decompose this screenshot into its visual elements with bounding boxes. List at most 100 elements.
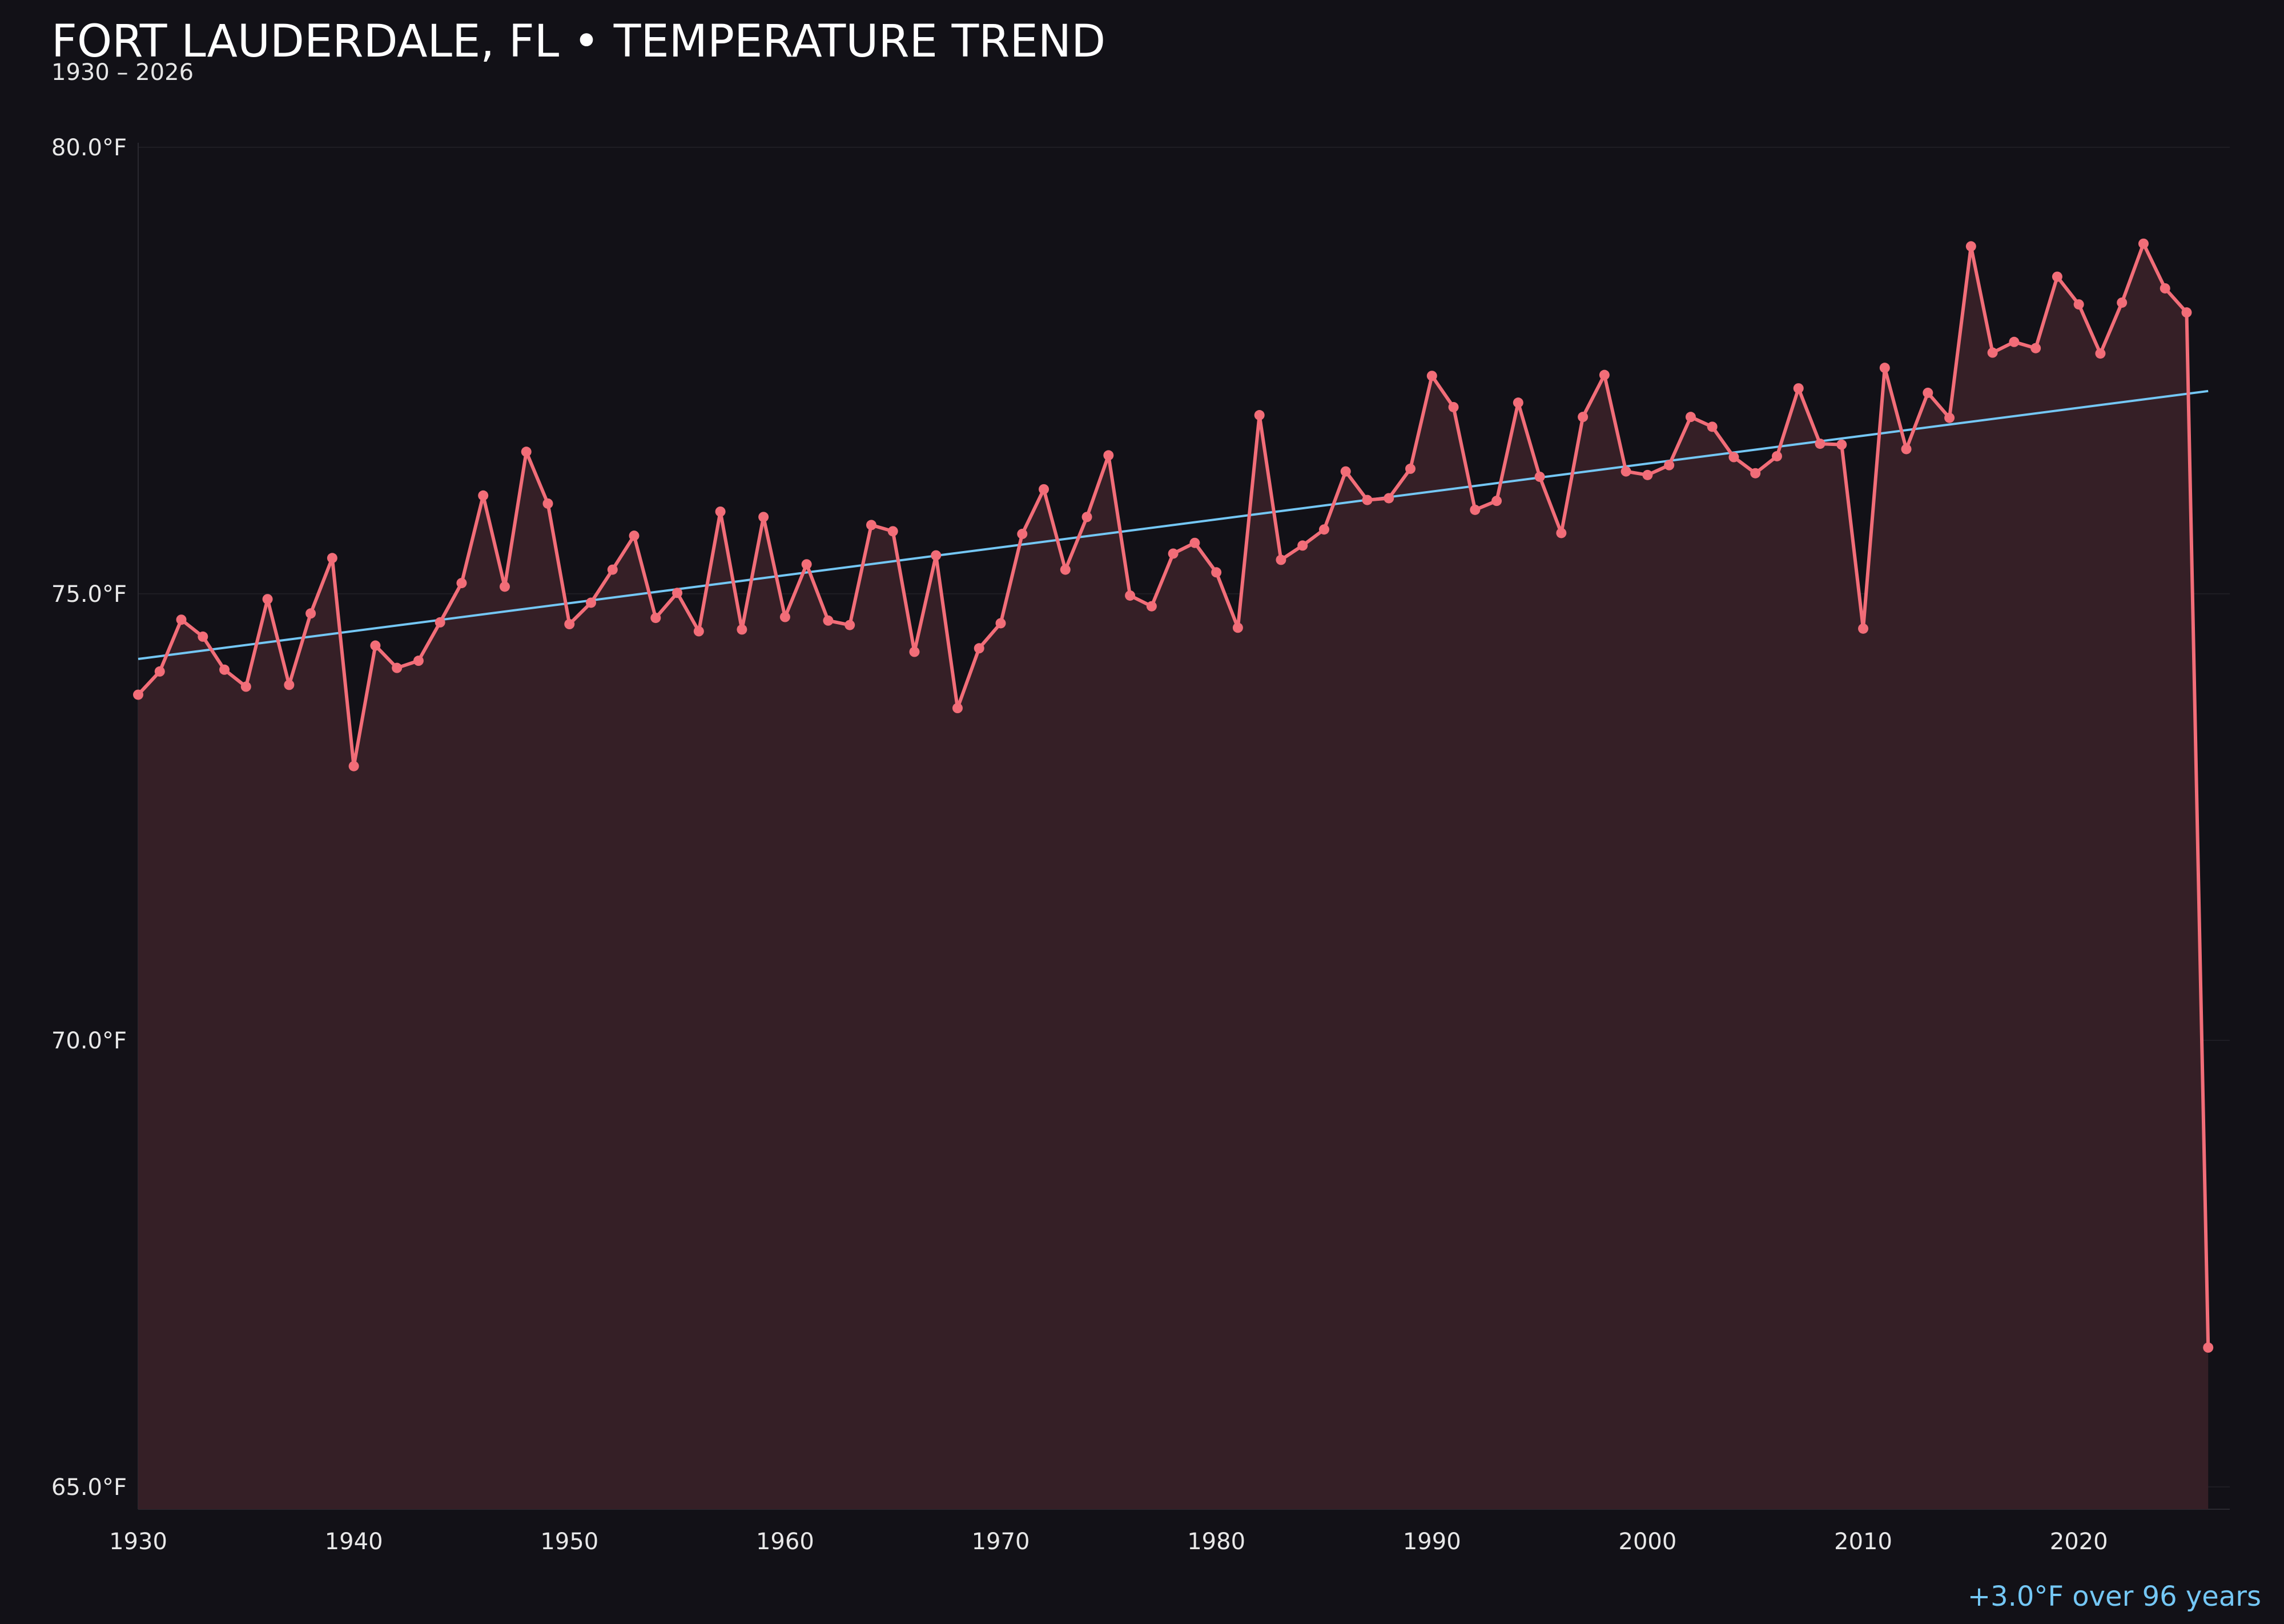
data-point (262, 594, 273, 605)
x-tick-label: 1930 (109, 1529, 167, 1555)
data-point (974, 643, 984, 654)
data-point (931, 550, 942, 561)
data-point (995, 618, 1006, 629)
data-point (240, 681, 251, 692)
x-tick-label: 2000 (1619, 1529, 1677, 1555)
data-point (845, 620, 855, 630)
data-point (1405, 463, 1416, 474)
data-point (672, 588, 683, 598)
data-point (2117, 297, 2128, 308)
data-point (1211, 567, 1222, 578)
data-point (1685, 412, 1696, 423)
x-tick-label: 2010 (1834, 1529, 1892, 1555)
data-point (564, 619, 575, 630)
data-point (1426, 371, 1437, 381)
data-point (1534, 471, 1545, 482)
data-point (1491, 496, 1502, 507)
data-point (1707, 421, 1718, 432)
data-point (1771, 451, 1782, 461)
data-point (521, 447, 532, 457)
data-point (1728, 452, 1739, 463)
data-point (715, 506, 726, 517)
data-point (866, 520, 876, 530)
plot-area (133, 238, 2214, 1510)
x-tick-label: 1990 (1403, 1529, 1461, 1555)
trend-annotation: +3.0°F over 96 years (1967, 1581, 2261, 1613)
data-point (2095, 348, 2106, 359)
data-point (1664, 460, 1675, 471)
x-tick-label: 1940 (325, 1529, 383, 1555)
data-point (1965, 241, 1976, 252)
data-point (1556, 528, 1567, 538)
data-point (823, 615, 834, 626)
data-point (1039, 484, 1049, 495)
data-point (586, 597, 597, 608)
data-point (1318, 524, 1329, 535)
data-point (801, 559, 812, 570)
data-point (1340, 466, 1351, 477)
data-point (1017, 529, 1028, 540)
data-point (2138, 238, 2149, 249)
data-point (370, 640, 381, 651)
data-point (2181, 307, 2192, 318)
data-point (413, 656, 424, 666)
data-point (1513, 397, 1523, 408)
x-tick-label: 1960 (756, 1529, 814, 1555)
data-point (1793, 383, 1804, 394)
data-point (693, 626, 704, 637)
data-point (456, 578, 467, 589)
y-tick-label: 65.0°F (51, 1474, 127, 1501)
data-point (1750, 468, 1761, 479)
data-point (1901, 444, 1912, 455)
data-point (1297, 540, 1308, 551)
x-tick-label: 2020 (2050, 1529, 2108, 1555)
data-point (348, 761, 359, 771)
data-point (1384, 493, 1394, 504)
data-point (1232, 622, 1243, 633)
data-point (327, 553, 337, 564)
chart-title: FORT LAUDERDALE, FL • TEMPERATURE TREND (51, 16, 1106, 67)
data-point (607, 564, 618, 575)
data-point (1125, 590, 1136, 601)
data-point (2073, 299, 2084, 310)
data-point (1642, 469, 1653, 480)
data-point (2030, 343, 2041, 353)
data-point (2203, 1342, 2214, 1353)
data-point (1103, 450, 1114, 461)
data-point (1599, 369, 1610, 380)
x-tick-label: 1950 (540, 1529, 598, 1555)
data-point (1362, 495, 1373, 505)
data-point (198, 631, 208, 642)
data-point (737, 624, 747, 635)
data-point (176, 614, 187, 625)
data-point (542, 498, 553, 509)
trend-line (138, 389, 2209, 661)
data-point (1923, 387, 1933, 398)
data-point (2052, 271, 2062, 282)
data-point (1060, 564, 1071, 575)
data-point (1081, 512, 1092, 522)
data-point (1879, 363, 1890, 373)
data-point (629, 530, 640, 541)
data-point (909, 646, 920, 657)
data-point (1168, 548, 1179, 559)
chart-subtitle: 1930 – 2026 (51, 59, 194, 86)
y-tick-label: 80.0°F (51, 135, 127, 161)
tick-labels: 65.0°F 70.0°F 75.0°F 80.0°F 1930 1940 1950 1960… (51, 135, 2108, 1555)
data-point (650, 613, 661, 624)
data-point (779, 612, 790, 622)
data-point (1146, 601, 1157, 612)
data-point (305, 608, 316, 619)
data-point (1470, 504, 1481, 515)
data-point (435, 617, 445, 628)
data-point (1448, 401, 1459, 412)
data-point (284, 680, 295, 690)
data-point (2160, 283, 2170, 294)
x-tick-label: 1970 (972, 1529, 1030, 1555)
data-point (392, 662, 403, 673)
data-point (952, 703, 963, 714)
data-point (499, 581, 510, 592)
series-area-fill (138, 243, 2209, 1510)
data-point (758, 512, 769, 522)
